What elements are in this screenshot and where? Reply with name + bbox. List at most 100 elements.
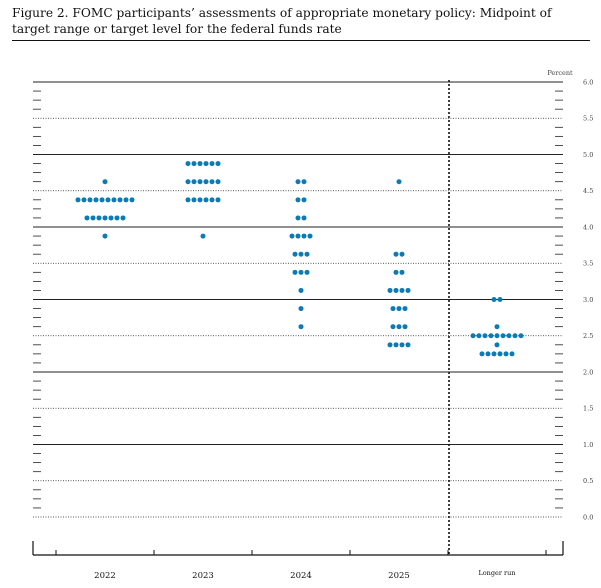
- participant-dot: [500, 333, 506, 339]
- participant-dot: [292, 269, 298, 275]
- participant-dot: [402, 306, 408, 312]
- participant-dot: [470, 333, 476, 339]
- y-tick-label: 3.5: [583, 260, 593, 268]
- y-tick-label: 0.5: [583, 477, 593, 485]
- participant-dot: [494, 333, 500, 339]
- participant-dot: [301, 215, 307, 221]
- participant-dot: [191, 161, 197, 167]
- x-category-label: 2024: [290, 571, 312, 581]
- dots-layer: [75, 161, 524, 357]
- participant-dot: [476, 333, 482, 339]
- y-tick-label: 2.0: [583, 368, 593, 376]
- participant-dot: [185, 179, 191, 185]
- participant-dot: [295, 197, 301, 203]
- participant-dot: [215, 161, 221, 167]
- participant-dot: [497, 297, 503, 302]
- participant-dot: [209, 179, 215, 185]
- participant-dot: [503, 351, 509, 357]
- participant-dot: [491, 297, 497, 302]
- y-tick-label: 5.0: [583, 151, 593, 159]
- participant-dot: [387, 342, 393, 348]
- y-tick-label: 1.5: [583, 405, 593, 413]
- y-tick-label: 4.0: [583, 223, 593, 231]
- participant-dot: [304, 269, 310, 275]
- participant-dot: [393, 269, 399, 275]
- y-tick-label: 1.0: [583, 441, 593, 449]
- participant-dot: [102, 179, 108, 185]
- participant-dot: [295, 215, 301, 221]
- participant-dot: [488, 333, 494, 339]
- participant-dot: [479, 351, 485, 357]
- participant-dot: [215, 179, 221, 185]
- y-axis-label: Percent: [547, 69, 573, 77]
- participant-dot: [123, 197, 129, 203]
- title-divider: [12, 40, 590, 41]
- participant-dot: [197, 197, 203, 203]
- participant-dot: [81, 197, 87, 203]
- participant-dot: [209, 161, 215, 167]
- participant-dot: [301, 233, 307, 239]
- participant-dot: [506, 333, 512, 339]
- participant-dot: [399, 287, 405, 293]
- participant-dot: [393, 251, 399, 257]
- y-tick-label: 5.5: [583, 115, 593, 123]
- participant-dot: [298, 287, 304, 293]
- participant-dot: [301, 197, 307, 203]
- participant-dot: [129, 197, 135, 203]
- participant-dot: [491, 351, 497, 357]
- participant-dot: [494, 324, 500, 330]
- y-tick-label: 0.0: [583, 513, 593, 521]
- participant-dot: [203, 179, 209, 185]
- participant-dot: [405, 287, 411, 293]
- participant-dot: [396, 306, 402, 312]
- participant-dot: [298, 251, 304, 257]
- participant-dot: [120, 215, 126, 221]
- participant-dot: [497, 351, 503, 357]
- participant-dot: [215, 197, 221, 203]
- participant-dot: [102, 233, 108, 239]
- participant-dot: [405, 342, 411, 348]
- participant-dot: [292, 251, 298, 257]
- participant-dot: [393, 342, 399, 348]
- participant-dot: [200, 233, 206, 239]
- participant-dot: [87, 197, 93, 203]
- grid-layer: [33, 81, 563, 518]
- participant-dot: [482, 333, 488, 339]
- participant-dot: [203, 161, 209, 167]
- participant-dot: [185, 197, 191, 203]
- participant-dot: [93, 197, 99, 203]
- participant-dot: [396, 324, 402, 330]
- participant-dot: [298, 306, 304, 312]
- participant-dot: [203, 197, 209, 203]
- participant-dot: [402, 324, 408, 330]
- x-category-label: 2025: [388, 571, 410, 581]
- participant-dot: [518, 333, 524, 339]
- y-tick-label: 3.0: [583, 296, 593, 304]
- participant-dot: [111, 197, 117, 203]
- participant-dot: [289, 233, 295, 239]
- participant-dot: [197, 161, 203, 167]
- participant-dot: [307, 233, 313, 239]
- participant-dot: [390, 324, 396, 330]
- x-category-label: Longer run: [478, 569, 515, 577]
- participant-dot: [191, 197, 197, 203]
- participant-dot: [393, 287, 399, 293]
- participant-dot: [298, 324, 304, 330]
- participant-dot: [298, 269, 304, 275]
- label-layer: 0.0 0.5 1.0 1.5 2.0 2.5 3.0 3.5 4.0 4.5 5.0 5.5 6.0 P…: [94, 69, 593, 581]
- participant-dot: [84, 215, 90, 221]
- participant-dot: [509, 351, 515, 357]
- participant-dot: [304, 251, 310, 257]
- participant-dot: [99, 197, 105, 203]
- participant-dot: [185, 161, 191, 167]
- x-category-label: 2023: [192, 571, 214, 581]
- participant-dot: [102, 215, 108, 221]
- participant-dot: [105, 197, 111, 203]
- participant-dot: [96, 215, 102, 221]
- y-tick-label: 2.5: [583, 332, 593, 340]
- participant-dot: [295, 233, 301, 239]
- x-category-label: 2022: [94, 571, 116, 581]
- participant-dot: [90, 215, 96, 221]
- participant-dot: [399, 342, 405, 348]
- participant-dot: [387, 287, 393, 293]
